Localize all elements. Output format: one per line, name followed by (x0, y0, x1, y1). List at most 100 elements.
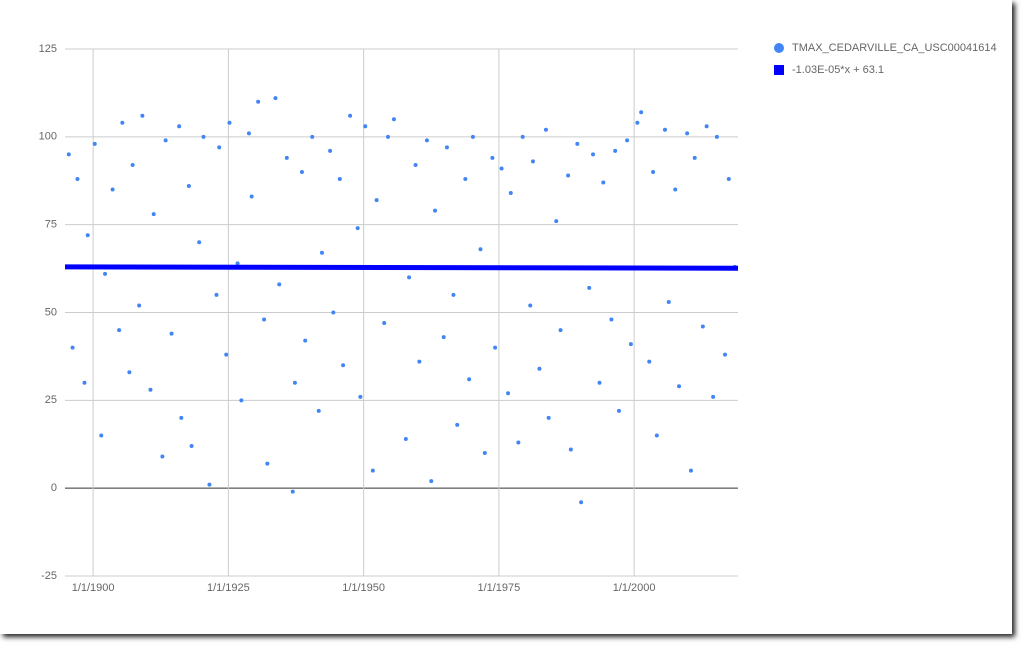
point (490, 155, 495, 160)
legend-label: TMAX_CEDARVILLE_CA_USC00041614 (792, 42, 997, 54)
point (482, 451, 487, 456)
point (537, 366, 542, 371)
point (319, 250, 324, 255)
point (92, 141, 97, 146)
point (179, 415, 184, 420)
point (666, 299, 671, 304)
point (189, 444, 194, 449)
y-tick-label: 100 (39, 131, 57, 143)
point (66, 152, 71, 157)
marks (64, 96, 739, 505)
point (516, 440, 521, 445)
point (597, 380, 602, 385)
point (120, 120, 125, 125)
point (685, 131, 690, 136)
point (587, 285, 592, 290)
point (546, 415, 551, 420)
point (403, 436, 408, 441)
point (478, 247, 483, 252)
point (424, 138, 429, 143)
point (543, 127, 548, 132)
point (711, 394, 716, 399)
point (130, 162, 135, 167)
point (625, 138, 630, 143)
point (613, 148, 618, 153)
point (148, 387, 153, 392)
point (169, 331, 174, 336)
x-tick-label: 1/1/1900 (72, 582, 115, 594)
point (385, 134, 390, 139)
point (692, 155, 697, 160)
point (299, 169, 304, 174)
point (160, 454, 165, 459)
point (467, 377, 472, 382)
point (451, 292, 456, 297)
point (530, 159, 535, 164)
point (508, 191, 513, 196)
point (493, 345, 498, 350)
point (506, 391, 511, 396)
point (700, 324, 705, 329)
point (688, 468, 693, 473)
y-tick-label: -25 (41, 570, 57, 582)
legend-marker (774, 65, 784, 75)
point (363, 124, 368, 129)
x-tick-label: 1/1/1975 (477, 582, 520, 594)
point (714, 134, 719, 139)
point (358, 394, 363, 399)
point (265, 461, 270, 466)
point (201, 134, 206, 139)
point (568, 447, 573, 452)
point (591, 152, 596, 157)
point (70, 345, 75, 350)
point (441, 335, 446, 340)
point (85, 233, 90, 238)
point (470, 134, 475, 139)
point (370, 468, 375, 473)
legend: TMAX_CEDARVILLE_CA_USC00041614 -1.03E-05*… (774, 42, 997, 76)
point (110, 187, 115, 192)
point (224, 352, 229, 357)
point (262, 317, 267, 322)
point (704, 124, 709, 129)
point (654, 433, 659, 438)
point (558, 328, 563, 333)
point (177, 124, 182, 129)
point (726, 176, 731, 181)
point (579, 500, 584, 505)
point (127, 370, 132, 375)
point (277, 282, 282, 287)
point (273, 96, 278, 101)
point (310, 134, 315, 139)
point (407, 275, 412, 280)
point (628, 342, 633, 347)
point (117, 328, 122, 333)
point (355, 226, 360, 231)
point (391, 117, 396, 122)
point (284, 155, 289, 160)
point (99, 433, 104, 438)
point (723, 352, 728, 357)
point (651, 169, 656, 174)
point (413, 162, 418, 167)
trend-line (64, 264, 739, 271)
point (499, 166, 504, 171)
point (214, 292, 219, 297)
x-tick-label: 1/1/1950 (342, 582, 385, 594)
point (429, 479, 434, 484)
point (303, 338, 308, 343)
point (635, 120, 640, 125)
point (207, 482, 212, 487)
point (455, 422, 460, 427)
x-tick-label: 1/1/2000 (613, 582, 656, 594)
point (256, 99, 261, 104)
point (601, 180, 606, 185)
point (554, 219, 559, 224)
point (163, 138, 168, 143)
point (463, 176, 468, 181)
point (239, 398, 244, 403)
point (328, 148, 333, 153)
point (528, 303, 533, 308)
point (235, 261, 240, 266)
